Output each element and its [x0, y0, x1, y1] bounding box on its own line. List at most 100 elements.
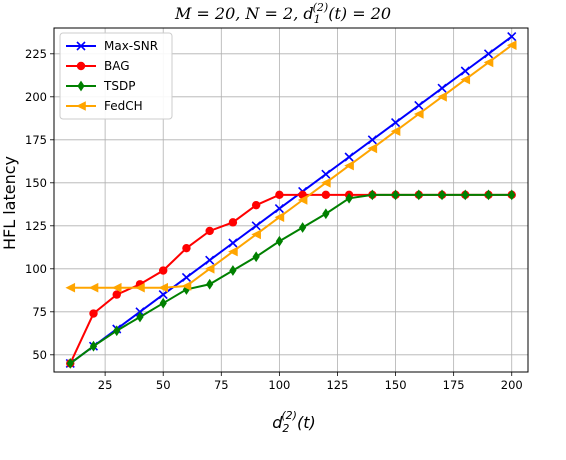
point-tsdp-marker: [182, 284, 191, 295]
series-fedch: [65, 40, 517, 293]
point-tsdp-marker: [368, 189, 376, 201]
point-tsdp-marker: [299, 222, 307, 233]
point-max-snr-marker: [181, 272, 192, 282]
point-fedch-marker: [506, 40, 517, 50]
point-tsdp-marker: [508, 189, 516, 201]
legend-label: TSDP: [103, 79, 135, 93]
legend-entry-tsdp: TSDP: [66, 79, 135, 93]
point-max-snr-marker: [205, 255, 215, 265]
x-tick-label: 175: [443, 378, 465, 392]
point-bag-marker: [112, 290, 121, 299]
point-tsdp-marker: [206, 278, 214, 290]
point-fedch-marker: [437, 92, 447, 102]
point-fedch-marker: [204, 264, 215, 274]
y-tick-label: 225: [25, 47, 47, 61]
x-tick-label: 75: [214, 378, 229, 392]
point-fedch-marker: [88, 282, 99, 293]
y-tick-label: 150: [25, 176, 47, 190]
point-tsdp-marker: [415, 189, 423, 201]
point-fedch-marker: [228, 246, 238, 257]
point-max-snr-marker: [251, 221, 261, 231]
series-layer: [65, 32, 517, 369]
legend: Max-SNR BAG TSDP FedCH: [59, 32, 173, 120]
y-tick-label: 100: [25, 262, 47, 276]
x-tick-label: 150: [385, 378, 407, 392]
point-fedch-marker: [65, 282, 76, 293]
point-max-snr-marker: [344, 152, 354, 162]
y-tick-label: 175: [25, 133, 47, 147]
point-max-snr-marker: [390, 118, 401, 128]
point-fedch-marker: [297, 195, 308, 205]
point-fedch-marker: [274, 212, 285, 222]
x-axis-label: d2(2)(t): [272, 409, 316, 435]
series-tsdp: [66, 189, 516, 369]
point-bag-marker: [89, 309, 98, 318]
y-tick-label: 75: [32, 305, 47, 319]
point-max-snr-marker: [228, 238, 238, 248]
point-fedch-marker: [483, 57, 494, 68]
ticks: 25 50 75 100 125 150 175 200 50 75 100 125 150 175 200…: [25, 47, 523, 392]
point-fedch-marker: [390, 126, 401, 136]
point-tsdp-marker: [438, 189, 446, 201]
point-fedch-marker: [158, 282, 169, 293]
point-fedch-marker: [367, 143, 378, 154]
legend-label: FedCH: [104, 99, 143, 113]
point-tsdp-marker: [252, 251, 260, 263]
point-tsdp-marker: [159, 297, 167, 309]
y-tick-label: 200: [25, 90, 47, 104]
point-max-snr-marker: [367, 135, 377, 145]
point-max-snr-marker: [158, 290, 168, 300]
point-fedch-marker: [460, 74, 471, 85]
legend-bag-marker: [76, 61, 86, 71]
point-bag-marker: [321, 190, 331, 200]
point-fedch-marker: [111, 282, 122, 293]
y-axis-label: HFL latency: [0, 156, 19, 250]
plot-frame: [53, 27, 529, 373]
x-tick-label: 200: [501, 378, 523, 392]
legend-fedch-marker: [76, 101, 86, 111]
legend-box: [59, 32, 173, 120]
legend-tsdp-marker: [77, 80, 85, 92]
x-tick-label: 125: [326, 378, 348, 392]
point-fedch-marker: [344, 160, 354, 171]
series-bag: [66, 190, 516, 368]
point-max-snr-marker: [483, 49, 494, 59]
legend-label: Max-SNR: [104, 39, 158, 53]
point-tsdp-marker: [113, 325, 121, 337]
point-fedch-marker: [321, 178, 331, 188]
x-tick-label: 25: [98, 378, 113, 392]
point-tsdp-marker: [89, 340, 98, 352]
x-tick-label: 100: [268, 378, 290, 392]
point-bag-marker: [205, 226, 214, 236]
point-tsdp-marker: [461, 189, 469, 201]
series-line-tsdp: [69, 193, 512, 365]
series-line-bag: [69, 193, 512, 364]
legend-max-snr-marker: [76, 41, 86, 51]
point-tsdp-marker: [322, 208, 330, 220]
point-bag-marker: [159, 266, 168, 275]
point-bag-marker: [182, 243, 191, 253]
point-fedch-marker: [135, 282, 145, 293]
legend-label: BAG: [104, 59, 130, 73]
chart-title: M = 20, N = 2, d1(2)(t) = 20: [174, 1, 391, 26]
y-tick-label: 125: [25, 219, 47, 233]
point-tsdp-marker: [484, 189, 493, 201]
point-tsdp-marker: [136, 311, 144, 323]
point-tsdp-marker: [229, 265, 237, 276]
point-max-snr-marker: [437, 83, 447, 93]
point-bag-marker: [228, 218, 238, 227]
point-bag-marker: [251, 200, 261, 210]
legend-entry-bag: BAG: [66, 59, 130, 73]
point-bag-marker: [275, 190, 284, 200]
point-tsdp-marker: [275, 235, 283, 247]
point-tsdp-marker: [345, 192, 353, 204]
point-max-snr-marker: [507, 32, 517, 42]
legend-entry-max-snr: Max-SNR: [66, 39, 158, 53]
point-max-snr-marker: [321, 169, 331, 179]
point-max-snr-marker: [414, 100, 424, 110]
point-fedch-marker: [251, 229, 261, 240]
point-fedch-marker: [413, 109, 424, 119]
point-tsdp-marker: [391, 189, 400, 201]
point-tsdp-marker: [66, 358, 74, 369]
